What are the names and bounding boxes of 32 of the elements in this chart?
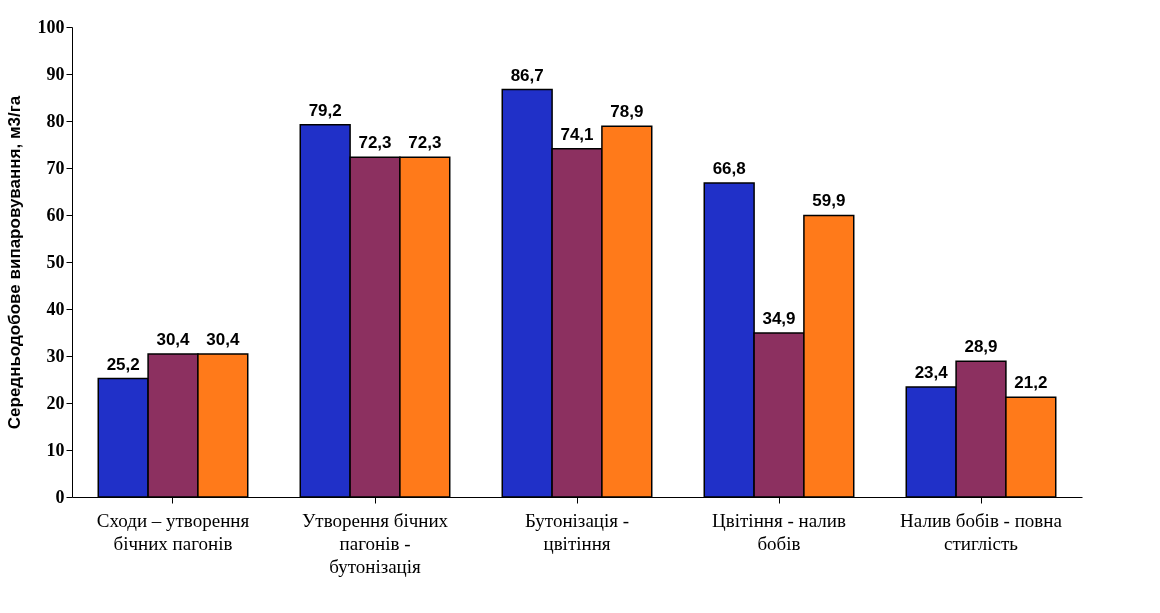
x-tick-label: Бутонізація - цвітіння [524, 509, 630, 554]
data-label: 28,9 [964, 337, 998, 357]
data-label: 25,2 [106, 354, 140, 374]
y-tick-label: 60 [46, 204, 65, 225]
data-label: 21,2 [1014, 373, 1048, 393]
y-tick-label: 80 [46, 110, 65, 131]
data-label: 34,9 [762, 308, 796, 328]
x-tick-label: Цвітіння - налив бобів [712, 509, 846, 554]
y-tick-label: 40 [46, 298, 65, 319]
y-tick-label: 30 [46, 345, 65, 366]
data-label: 78,9 [610, 102, 644, 122]
y-axis-title: Середньодобове випаровування, м3/га [4, 95, 24, 430]
y-tick-label: 90 [46, 63, 65, 84]
data-label: 72,3 [358, 133, 392, 153]
x-tick-label: Сходи – утворення бічних пагонів [96, 509, 250, 554]
y-tick-label: 10 [46, 439, 65, 460]
data-label: 86,7 [510, 65, 544, 85]
y-tick-label: 70 [46, 157, 65, 178]
data-label: 30,4 [156, 330, 191, 350]
data-label: 59,9 [812, 191, 846, 211]
data-label: 79,2 [308, 100, 342, 120]
y-tick-label: 50 [46, 251, 65, 272]
x-tick-label: Налив бобів - повна стиглість [900, 509, 1063, 554]
data-label: 23,4 [914, 363, 949, 383]
data-label: 72,3 [408, 133, 442, 153]
y-tick-label: 20 [46, 392, 65, 413]
y-tick-label: 0 [55, 486, 65, 507]
data-label: 30,4 [206, 330, 240, 350]
x-tick-label: Утворення бічних пагонів - бутонізація [301, 509, 449, 577]
data-label: 74,1 [560, 124, 594, 144]
data-label: 66,8 [712, 159, 746, 179]
y-tick-label: 100 [37, 16, 65, 37]
